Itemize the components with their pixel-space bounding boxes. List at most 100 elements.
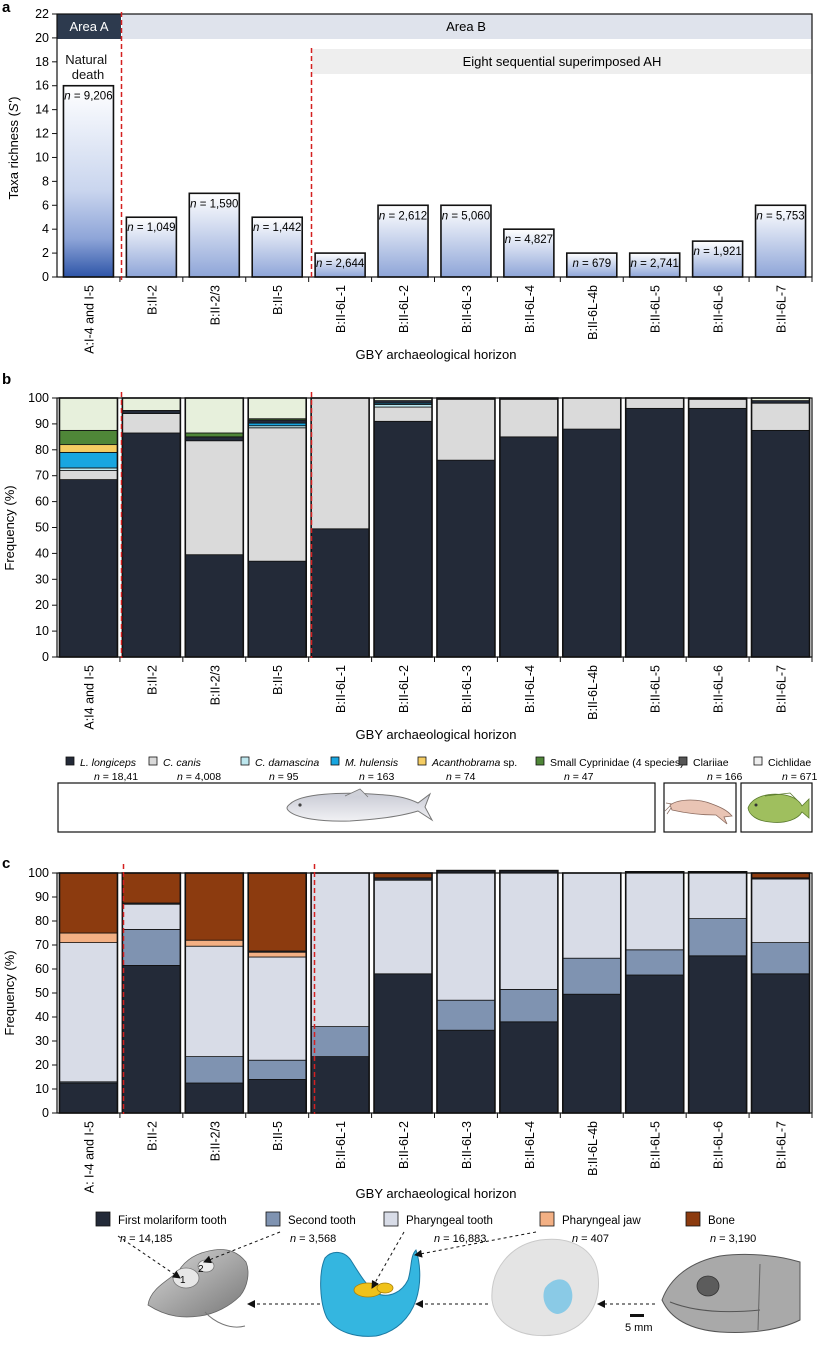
ah-label: Eight sequential superimposed AH — [463, 54, 662, 69]
panel-c-ylabel: Frequency (%) — [2, 950, 17, 1035]
segment-Pharyngeal tooth — [373, 879, 433, 975]
segment-First molariform tooth — [436, 1029, 496, 1114]
segment-Second tooth — [121, 929, 181, 966]
segment-Pharyngeal tooth — [184, 945, 244, 1058]
segment-First molariform tooth — [310, 1056, 370, 1114]
segment-First molariform tooth — [184, 1082, 244, 1114]
bar-n-label: n = 1,442 — [253, 222, 301, 234]
panel-a: a Area A Area B Eight sequential superim… — [2, 0, 813, 362]
panel-c-ytick-label: 30 — [35, 1034, 49, 1048]
process-arrows — [117, 1231, 655, 1308]
segment-Second tooth — [436, 999, 496, 1031]
panel-a-bars: n = 9,206 n = 1,049 n = 1,590 n = 1,442 n = … — [62, 84, 807, 278]
longiceps-fish-illustration — [286, 788, 434, 822]
segment-L. longiceps — [436, 459, 496, 658]
bar-n-label: n = 679 — [572, 258, 611, 270]
segment-First molariform tooth — [247, 1079, 307, 1114]
segment-Pharyngeal tooth — [59, 942, 118, 1083]
panel-b-ylabel: Frequency (%) — [2, 485, 17, 570]
segment-Pharyngeal jaw — [247, 951, 307, 958]
panel-b-xtick-label: B:II-6L-7 — [775, 665, 789, 713]
panel-a-xtick-label: B:II-6L-5 — [649, 285, 663, 333]
legend-label: C. canis — [163, 757, 202, 769]
panel-b-xtick-label: B:II-2 — [145, 665, 159, 695]
segment-First molariform tooth — [59, 1082, 118, 1114]
panel-c-ytick-label: 60 — [35, 962, 49, 976]
legend-swatch — [65, 756, 75, 766]
segment-Black (dark) slice — [121, 410, 181, 414]
panel-c-ytick-label: 100 — [28, 866, 49, 880]
panel-c-ytick-label: 50 — [35, 986, 49, 1000]
panel-b-xtick-label: B:II-6L-4 — [523, 665, 537, 713]
pharyngeal-jaw-illustration — [320, 1249, 421, 1337]
segment-Pharyngeal tooth — [310, 872, 370, 1028]
legend-label: Pharyngeal tooth — [406, 1215, 493, 1227]
bar-n-label: n = 4,827 — [505, 234, 553, 246]
segment-L. longiceps — [751, 429, 810, 658]
segment-Bone — [59, 872, 118, 934]
bar-n-label: n = 1,590 — [190, 198, 238, 210]
panel-a-ytick-label: 4 — [42, 222, 49, 236]
bar-n-label: n = 5,060 — [442, 210, 490, 222]
panel-a-x-axis: A:I-4 and I-5 B:II-2 B:II-2/3 B:II-5 B:II-6L… — [56, 13, 813, 354]
tooth-label-1: 1 — [180, 1275, 186, 1286]
bar-n-label: n = 9,206 — [64, 91, 112, 103]
panel-b-ytick-label: 40 — [35, 546, 49, 560]
panel-b-ytick-label: 0 — [42, 650, 49, 664]
panel-b: b 0 10 20 30 40 50 60 70 80 90 100 A:I4 and I-5 B:I… — [2, 371, 817, 833]
panel-b-bars — [58, 397, 811, 658]
panel-a-xtick-label: B:II-6L-4b — [586, 285, 600, 340]
panel-c-ytick-label: 70 — [35, 938, 49, 952]
panel-a-ytick-label: 16 — [35, 79, 49, 93]
panel-c-xtick-label: B:II-6L-4 — [523, 1121, 537, 1169]
bar-B:II-2/3 — [188, 192, 241, 278]
legend-label: Small Cyprinidae (4 species) — [550, 757, 684, 769]
segment-L. longiceps — [247, 560, 307, 658]
panel-b-xtick-label: A:I4 and I-5 — [82, 665, 96, 730]
segment-L. longiceps — [59, 479, 118, 658]
segment-Light green — [247, 397, 307, 420]
panel-a-xtick-label: B:II-6L-1 — [334, 285, 348, 333]
panel-c-xtick-label: B:II-6L-4b — [586, 1121, 600, 1176]
legend-label: L. longiceps — [80, 757, 137, 769]
panel-a-ytick-label: 14 — [35, 103, 49, 117]
panel-b-ytick-label: 50 — [35, 521, 49, 535]
segment-L. longiceps — [688, 407, 748, 658]
legend-n: n = 18,41 — [94, 771, 138, 783]
panel-a-ytick-label: 20 — [35, 31, 49, 45]
bar-B:II-6L-4 — [503, 228, 555, 278]
legend-swatch — [383, 1211, 399, 1227]
legend-n: n = 47 — [564, 771, 594, 783]
legend-n: n = 671 — [782, 771, 817, 783]
panel-c-ytick-label: 20 — [35, 1058, 49, 1072]
panel-c-legend: First molariform tooth n = 14,185 Second t… — [95, 1211, 756, 1245]
panel-a-label: a — [2, 0, 11, 16]
bar-A:I-4 and I-5 — [62, 84, 115, 278]
legend-label: Acanthobrama sp. — [431, 757, 517, 769]
segment-First molariform tooth — [751, 973, 810, 1114]
natural-death-label: Natural death — [65, 52, 111, 82]
panel-a-ytick-label: 18 — [35, 55, 49, 69]
segment-C. canis — [184, 440, 244, 556]
legend-label: C. damascina — [255, 757, 319, 769]
segment-Light green — [121, 397, 181, 411]
panel-a-xtick-label: B:II-6L-7 — [775, 285, 789, 333]
segment-Pharyngeal tooth — [499, 872, 559, 990]
panel-b-x-axis: A:I4 and I-5 B:II-2 B:II-2/3 B:II-5 B:II-6L-… — [56, 397, 813, 730]
legend-swatch — [685, 1211, 701, 1227]
panel-c-xtick-label: A: I-4 and I-5 — [82, 1121, 96, 1193]
panel-c-label: c — [2, 855, 10, 872]
legend-swatch — [240, 756, 250, 766]
segment-Small Cyprinidae (4 species) — [184, 432, 244, 438]
legend-swatch — [148, 756, 158, 766]
legend-n: n = 4,008 — [177, 771, 221, 783]
panel-a-ytick-label: 0 — [42, 270, 49, 284]
segment-C. canis — [247, 427, 307, 562]
panel-a-xtick-label: B:II-6L-2 — [397, 285, 411, 333]
panel-c-xtick-label: B:II-6L-7 — [775, 1121, 789, 1169]
segment-Light green — [184, 397, 244, 434]
segment-First molariform tooth — [688, 955, 748, 1114]
panel-a-ytick-label: 8 — [42, 174, 49, 188]
panel-c-xtick-label: B:II-6L-3 — [460, 1121, 474, 1169]
panel-b-xtick-label: B:II-6L-5 — [649, 665, 663, 713]
